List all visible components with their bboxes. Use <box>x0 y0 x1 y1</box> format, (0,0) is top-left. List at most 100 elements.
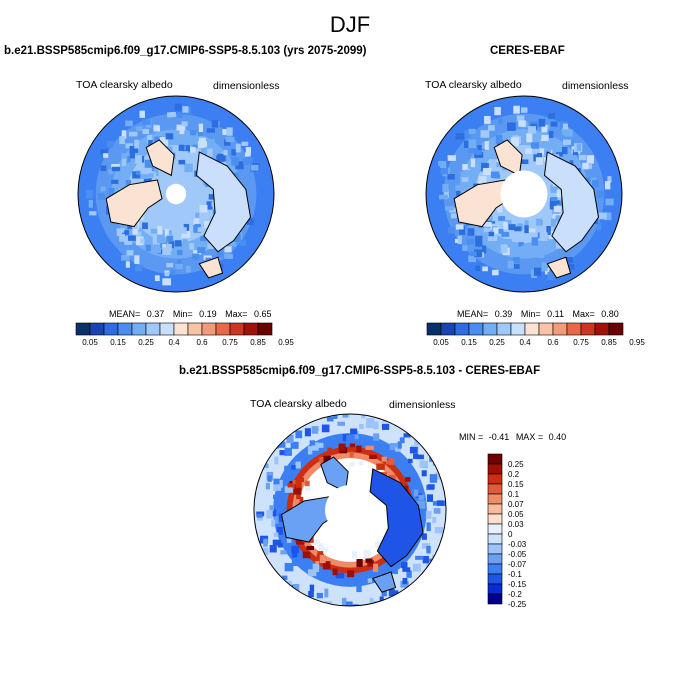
obs-cell <box>470 158 476 168</box>
diff-cell <box>284 486 294 493</box>
model-cell <box>162 247 171 256</box>
obs-cell <box>443 190 449 199</box>
obs-cell <box>467 162 473 169</box>
model-colorbar-box <box>117 322 133 336</box>
model-cell <box>193 148 201 154</box>
diff-cell <box>406 570 412 578</box>
obs-cell <box>494 107 501 116</box>
obs-cell <box>524 220 529 227</box>
model-cell <box>199 241 206 249</box>
diff-cell <box>366 418 375 425</box>
diff-colorbar-box <box>487 503 503 515</box>
obs-cell <box>439 194 448 200</box>
model-cell <box>185 265 191 273</box>
model-colorbar-box <box>131 322 147 336</box>
diff-cell <box>379 567 385 576</box>
diff-cell <box>283 580 292 588</box>
obs-cell <box>550 196 558 202</box>
diff-colorbar-box <box>487 483 503 495</box>
obs-cell <box>464 130 471 139</box>
diff-cell <box>335 572 344 579</box>
obs-cell <box>539 232 548 241</box>
model-cell <box>129 145 139 153</box>
diff-cell <box>349 451 354 458</box>
diff-cell <box>316 592 323 599</box>
diff-cell <box>395 447 401 452</box>
model-cell <box>241 141 249 146</box>
obs-cell <box>447 155 456 161</box>
obs-cell <box>482 221 492 227</box>
obs-cell <box>550 184 558 193</box>
diff-cell <box>426 522 431 532</box>
obs-cell <box>475 265 480 271</box>
diff-cell <box>419 460 428 468</box>
diff-cell <box>342 434 350 442</box>
diff-cell <box>352 604 360 607</box>
obs-cell <box>455 184 463 191</box>
model-cell <box>121 254 130 261</box>
model-cell <box>125 179 132 185</box>
diff-cell <box>292 552 298 560</box>
obs-cell <box>457 235 462 245</box>
model-cell <box>116 228 125 233</box>
model-cell <box>170 269 176 276</box>
model-cell <box>189 243 195 250</box>
diff-colorbar-box <box>487 513 503 525</box>
model-cell <box>175 263 183 269</box>
model-cell <box>176 249 183 256</box>
obs-cell <box>459 229 466 235</box>
diff-cell <box>273 494 279 499</box>
obs-cell <box>521 245 527 253</box>
diff-cell <box>273 478 280 485</box>
model-cell <box>86 190 94 199</box>
diff-cell <box>416 500 426 509</box>
diff-cell <box>262 463 269 469</box>
obs-mean-value: 0.39 <box>494 309 513 319</box>
model-cell <box>206 201 213 210</box>
obs-cell <box>475 149 482 155</box>
diff-cell <box>319 457 326 464</box>
diff-colorbar-tick: 0.1 <box>508 490 520 499</box>
page-title: DJF <box>329 12 371 37</box>
model-cell <box>195 212 200 218</box>
obs-cell <box>450 213 457 219</box>
obs-max-value: 0.80 <box>601 309 619 319</box>
diff-cell <box>349 462 355 467</box>
model-cell <box>133 224 138 230</box>
model-cell <box>119 136 125 145</box>
diff-cell <box>273 532 279 537</box>
model-cell <box>231 157 239 166</box>
obs-colorbar-tick: 0.75 <box>573 338 589 347</box>
model-cell <box>142 222 148 230</box>
obs-cell <box>518 241 524 247</box>
diff-cell <box>326 571 333 577</box>
diff-cell <box>403 590 411 598</box>
model-cell <box>119 234 125 242</box>
diff-colorbar-box <box>487 563 503 575</box>
obs-cell <box>482 245 487 254</box>
model-cell <box>142 119 151 125</box>
model-cell <box>162 278 172 286</box>
obs-colorbar-box <box>426 322 442 336</box>
model-cell <box>108 169 114 175</box>
model-map-border <box>77 95 275 293</box>
model-colorbar-box <box>159 322 175 336</box>
obs-cell <box>562 146 568 155</box>
obs-cell <box>485 215 493 221</box>
obs-coastline <box>493 139 523 177</box>
diff-cell <box>316 442 324 448</box>
obs-cell <box>455 224 464 230</box>
model-cell <box>107 140 114 148</box>
model-cell <box>111 166 121 172</box>
model-cell <box>154 136 163 144</box>
diff-cell <box>267 475 272 482</box>
diff-colorbar-tick: -0.15 <box>508 580 527 589</box>
diff-cell <box>295 461 301 469</box>
model-cell <box>155 247 162 254</box>
diff-cell <box>281 575 288 581</box>
obs-cell <box>597 222 602 231</box>
obs-cell <box>537 249 545 258</box>
model-mean-label: MEAN= <box>109 309 141 319</box>
diff-cell <box>308 590 314 598</box>
obs-cell <box>456 187 461 196</box>
